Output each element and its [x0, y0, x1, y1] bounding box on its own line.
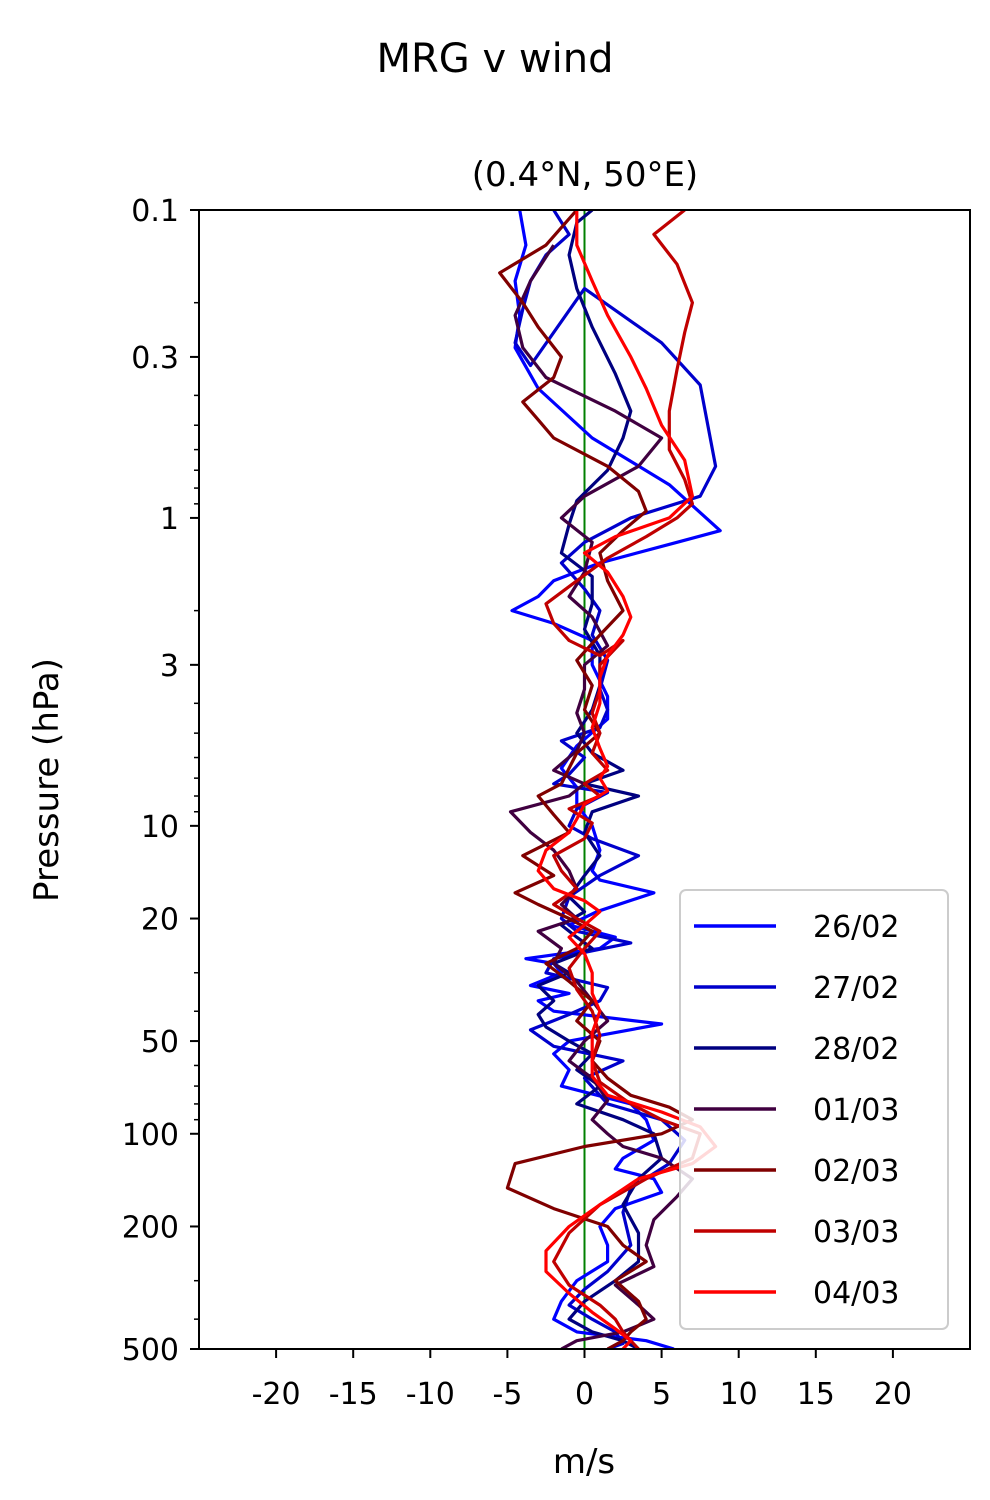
legend-label: 26/02 — [813, 910, 899, 945]
y-tick-label: 200 — [122, 1210, 179, 1245]
plot-area — [498, 210, 722, 1349]
x-tick-label: -5 — [492, 1377, 522, 1412]
series-line-04-03 — [536, 210, 718, 1349]
x-tick-label: -15 — [329, 1377, 378, 1412]
x-tick-label: 20 — [874, 1377, 912, 1412]
y-tick-label: 500 — [122, 1333, 179, 1368]
legend-box — [679, 889, 949, 1330]
series-line-27-02 — [513, 210, 718, 1349]
legend-label: 28/02 — [813, 1032, 899, 1067]
legend-label: 01/03 — [813, 1093, 899, 1128]
x-tick-label: -20 — [252, 1377, 301, 1412]
y-axis: 0.1 0.3 1 3 10 20 50 100 200 500 — [122, 194, 199, 1368]
y-tick-label: 0.1 — [131, 194, 179, 229]
chart-subtitle: (0.4°N, 50°E) — [472, 155, 698, 195]
y-tick-label: 100 — [122, 1118, 179, 1153]
legend-label: 04/03 — [813, 1276, 899, 1311]
legend-label: 27/02 — [813, 971, 899, 1006]
legend-label: 03/03 — [813, 1215, 899, 1250]
y-axis-label: Pressure (hPa) — [27, 658, 67, 902]
y-tick-label: 50 — [141, 1025, 179, 1060]
x-tick-label: 10 — [720, 1377, 758, 1412]
y-tick-label: 0.3 — [131, 341, 179, 376]
legend-label: 02/03 — [813, 1154, 899, 1189]
y-tick-label: 1 — [160, 502, 179, 537]
x-tick-label: 0 — [575, 1377, 594, 1412]
x-axis-label: m/s — [553, 1442, 615, 1482]
x-tick-label: -10 — [406, 1377, 455, 1412]
legend: 26/02 27/02 28/02 01/03 02/03 03/03 04/03 — [679, 889, 949, 1330]
x-axis: -20 -15 -10 -5 0 5 10 15 20 — [252, 1349, 912, 1412]
y-tick-label: 10 — [141, 810, 179, 845]
x-tick-label: 15 — [797, 1377, 835, 1412]
y-tick-label: 3 — [160, 649, 179, 684]
x-tick-label: 5 — [652, 1377, 671, 1412]
y-tick-label: 20 — [141, 903, 179, 938]
chart-title: MRG v wind — [377, 36, 614, 82]
series-line-02-03 — [498, 210, 694, 1349]
